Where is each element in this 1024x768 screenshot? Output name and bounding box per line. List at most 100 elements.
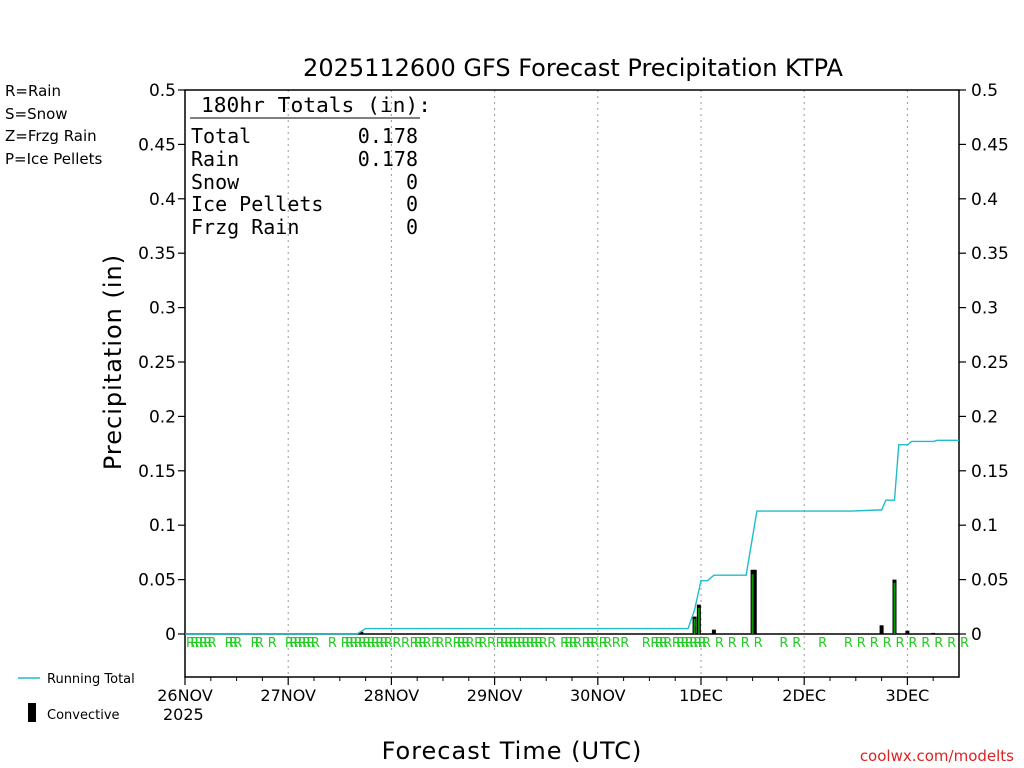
precip-bar [752, 569, 757, 634]
x-tick-label: 28NOV [364, 686, 420, 705]
ptype-code-r: R [792, 636, 801, 651]
y-axis-label: Precipitation (in) [99, 254, 127, 470]
ptype-code-r: R [517, 636, 526, 651]
x-tick-label: 2DEC [782, 686, 826, 705]
totals-label-snow: Snow [191, 170, 240, 194]
y-tick-label-left: 0 [165, 625, 176, 645]
ptype-code-r: R [947, 636, 956, 651]
convective-bar [697, 607, 700, 634]
ptype-code-r: R [659, 636, 668, 651]
ptype-code-r: R [504, 636, 513, 651]
ptype-code-r: R [569, 636, 578, 651]
totals-label-rain: Rain [191, 147, 239, 171]
y-tick-label-right: 0.1 [971, 516, 998, 536]
legend-snow: S=Snow [5, 105, 68, 123]
ptype-code-r: R [741, 636, 750, 651]
precip-bar [711, 629, 716, 634]
ptype-code-r: R [547, 636, 556, 651]
y-tick-label-right: 0.35 [971, 244, 1009, 264]
ptype-code-r: R [844, 636, 853, 651]
totals-value-snow: 0 [406, 170, 418, 194]
ptype-code-r: R [655, 636, 664, 651]
ptype-code-r: R [345, 636, 354, 651]
y-tick-label-left: 0.5 [149, 81, 176, 101]
x-tick-label: 29NOV [467, 686, 523, 705]
totals-label-frzg-rain: Frzg Rain [191, 215, 299, 239]
y-tick-label-right: 0 [971, 625, 982, 645]
ptype-code-r: R [453, 636, 462, 651]
x-tick-label: 30NOV [570, 686, 626, 705]
convective-bar [693, 618, 696, 634]
x-axis-label: Forecast Time (UTC) [382, 737, 643, 765]
ptype-code-r: R [367, 636, 376, 651]
y-tick-label-right: 0.4 [971, 190, 998, 210]
x-tick-label: 27NOV [260, 686, 316, 705]
convective-swatch [28, 703, 36, 722]
totals-label-ice-pellets: Ice Pellets [191, 192, 323, 216]
ptype-code-r: R [435, 636, 444, 651]
ptype-code-r: R [268, 636, 277, 651]
x-tick-label: 26NOV [157, 686, 213, 705]
x-tick-label: 1DEC [679, 686, 723, 705]
ptype-code-r: R [255, 636, 264, 651]
ptype-code-r: R [294, 636, 303, 651]
precip-bar [905, 630, 910, 634]
legend-rain: R=Rain [5, 82, 61, 100]
ptype-code-r: R [401, 636, 410, 651]
ptype-code-r: R [375, 636, 384, 651]
ptype-code-r: R [298, 636, 307, 651]
ptype-code-r: R [362, 636, 371, 651]
ptype-code-r: R [715, 636, 724, 651]
y-tick-label-left: 0.25 [138, 353, 176, 373]
y-tick-label-left: 0.35 [138, 244, 176, 264]
ptype-code-r: R [698, 636, 707, 651]
totals-box: 180hr Totals (in): Total 0.178 Rain 0.17… [190, 93, 431, 239]
precip-bar [931, 632, 936, 634]
ptype-code-r: R [883, 636, 892, 651]
ptype-code-r: R [582, 636, 591, 651]
ptype-code-r: R [689, 636, 698, 651]
ptype-code-r: R [392, 636, 401, 651]
ptype-code-r: R [496, 636, 505, 651]
ptype-code-r: R [521, 636, 530, 651]
ptype-code-r: R [233, 636, 242, 651]
ptype-code-r: R [642, 636, 651, 651]
ptype-code-r: R [513, 636, 522, 651]
ptype-code-r: R [934, 636, 943, 651]
ptype-code-r: R [457, 636, 466, 651]
y-tick-label-left: 0.4 [149, 190, 176, 210]
ptype-code-r: R [560, 636, 569, 651]
precip-bar [879, 625, 884, 634]
x-axis-ticks: 26NOV 27NOV 28NOV 29NOV 30NOV 1DEC 2DEC 3DEC [157, 677, 934, 705]
ptype-code-r: R [530, 636, 539, 651]
ptype-code-r: R [603, 636, 612, 651]
y-tick-label-left: 0.05 [138, 571, 176, 591]
y-tick-label-right: 0.05 [971, 571, 1009, 591]
ptype-code-r: R [285, 636, 294, 651]
ptype-code-r: R [203, 636, 212, 651]
ptype-code-r: R [306, 636, 315, 651]
ptype-code-r: R [195, 636, 204, 651]
totals-value-rain: 0.178 [358, 147, 418, 171]
ptype-code-r: R [685, 636, 694, 651]
y-tick-label-left: 0.3 [149, 299, 176, 319]
ptype-code-r: R [818, 636, 827, 651]
ptype-code-r: R [564, 636, 573, 651]
ptype-code-r: R [620, 636, 629, 651]
ptype-code-r: R [423, 636, 432, 651]
ptype-code-r: R [328, 636, 337, 651]
precip-bars [359, 569, 936, 634]
legend-convective: Convective [47, 708, 120, 723]
ptype-code-r: R [225, 636, 234, 651]
ptype-code-r: R [676, 636, 685, 651]
ptype-code-r: R [414, 636, 423, 651]
ptype-code-r: R [478, 636, 487, 651]
ptype-code-r: R [380, 636, 389, 651]
chart-title: 2025112600 GFS Forecast Precipitation KT… [303, 54, 843, 82]
ptype-code-r: R [534, 636, 543, 651]
ptype-code-r: R [474, 636, 483, 651]
legend-frzg-rain: Z=Frzg Rain [5, 127, 97, 145]
ptype-code-r: R [921, 636, 930, 651]
